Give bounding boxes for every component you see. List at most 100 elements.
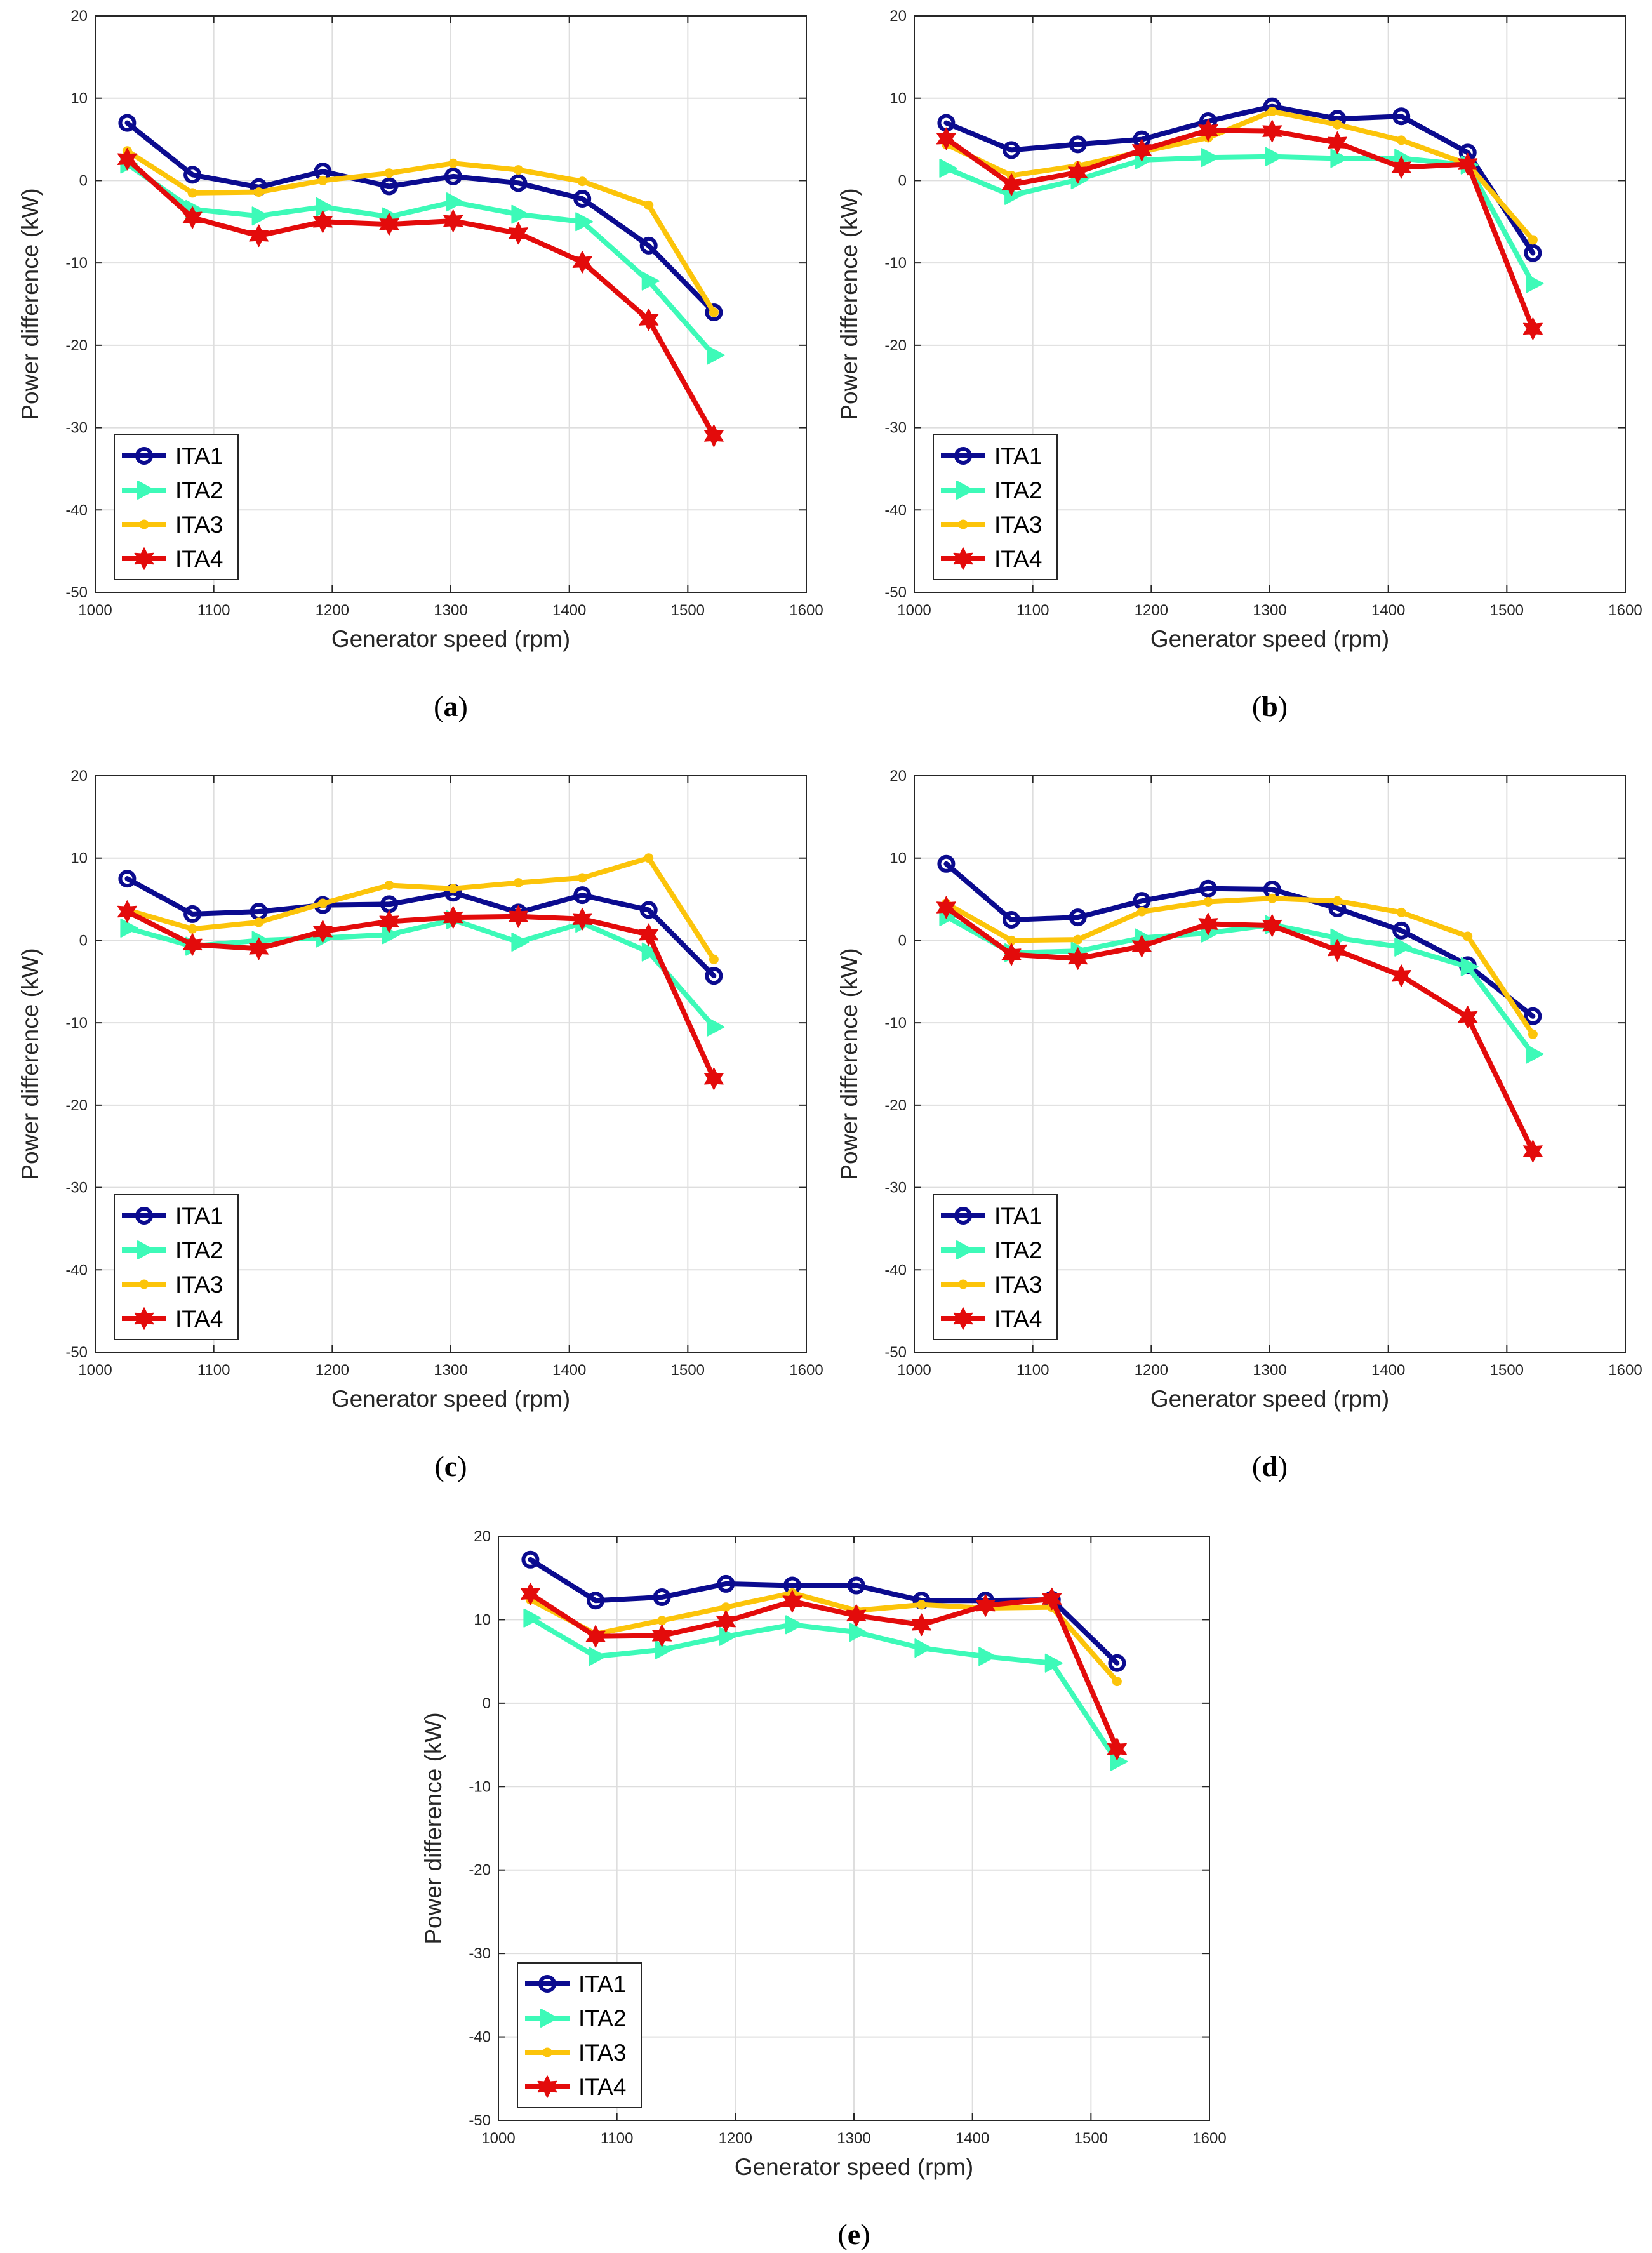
legend-marker	[956, 1240, 974, 1259]
data-point	[380, 177, 398, 196]
series-line	[124, 161, 717, 358]
x-tick-label: 1500	[1490, 1362, 1524, 1379]
data-point	[511, 204, 530, 224]
y-tick-label: 20	[889, 8, 907, 25]
y-tick-label: -40	[65, 502, 88, 519]
data-point	[183, 166, 202, 184]
data-point	[1262, 119, 1282, 143]
legend-item-ita4: ITA4	[941, 546, 1042, 572]
data-point	[707, 1017, 725, 1037]
data-point	[1110, 1751, 1128, 1771]
legend-label: ITA1	[175, 1203, 223, 1229]
data-point	[577, 176, 587, 187]
series-line	[943, 154, 1536, 286]
data-point	[117, 900, 137, 923]
data-point	[1392, 107, 1411, 126]
y-tick-label: -10	[65, 255, 88, 272]
data-point	[1267, 106, 1277, 116]
data-point	[1068, 161, 1088, 184]
data-point	[1526, 274, 1544, 293]
data-point	[1391, 156, 1411, 179]
series-ita4	[520, 1582, 1127, 1760]
data-point	[254, 917, 264, 927]
legend-item-ita2: ITA2	[122, 477, 223, 503]
legend-label: ITA1	[578, 1971, 626, 1997]
data-point	[1528, 235, 1538, 245]
data-point	[1463, 931, 1473, 941]
series-line	[943, 905, 1536, 1154]
legend-label: ITA3	[175, 512, 223, 538]
series-line	[943, 103, 1536, 256]
legend-item-ita3: ITA3	[941, 1272, 1042, 1298]
legend-label: ITA4	[994, 1306, 1042, 1332]
data-point	[316, 197, 334, 216]
data-point	[1396, 907, 1406, 917]
caption-letter: d	[1262, 1450, 1278, 1482]
legend-label: ITA4	[175, 546, 223, 572]
legend-marker	[958, 1279, 968, 1289]
data-point	[1108, 1654, 1126, 1672]
x-axis-label: Generator speed (rpm)	[1150, 626, 1389, 652]
legend-marker	[953, 547, 973, 570]
x-tick-label: 1400	[956, 2130, 989, 2147]
data-point	[1003, 141, 1021, 159]
y-tick-label: 10	[889, 850, 907, 867]
data-point	[382, 925, 400, 945]
data-point	[1460, 957, 1479, 976]
x-axis-label: Generator speed (rpm)	[1150, 1386, 1389, 1412]
data-point	[705, 967, 723, 985]
series-ita4	[936, 896, 1543, 1163]
x-tick-label: 1600	[1192, 2130, 1226, 2147]
data-point	[916, 1600, 926, 1610]
x-tick-label: 1400	[552, 1362, 586, 1379]
x-tick-label: 1600	[789, 1362, 823, 1379]
legend-item-ita3: ITA3	[122, 512, 223, 538]
legend-box	[517, 1962, 642, 2108]
series-line	[528, 1615, 1120, 1764]
x-tick-label: 1200	[316, 1362, 349, 1379]
y-tick-label: -50	[469, 2112, 491, 2129]
series-line	[528, 1591, 1120, 1752]
caption-letter: b	[1262, 690, 1278, 722]
legend-label: ITA3	[994, 1272, 1042, 1298]
data-point	[523, 1608, 542, 1628]
legend-marker	[139, 1279, 149, 1289]
x-tick-label: 1600	[1608, 602, 1642, 619]
data-point	[639, 236, 658, 255]
data-point	[705, 303, 723, 321]
caption-close: )	[458, 690, 468, 722]
data-point	[572, 907, 592, 931]
series-line	[124, 876, 717, 979]
caption-letter: a	[444, 690, 458, 722]
data-point	[448, 884, 458, 894]
chart-panel-d: 1000 1100 1200 1300 1400 1500 1600 -50 -40 -30 -20…	[836, 768, 1642, 1482]
data-point	[1526, 1044, 1544, 1064]
data-point	[120, 918, 138, 938]
data-point	[1044, 1653, 1063, 1673]
legend: ITA1 ITA2 ITA3 ITA4	[933, 1194, 1058, 1340]
data-point	[703, 424, 724, 448]
y-tick-label: 10	[70, 850, 88, 867]
data-point	[641, 942, 660, 962]
legend-marker	[537, 2075, 557, 2098]
data-point	[1522, 1140, 1543, 1163]
x-tick-label: 1000	[481, 2130, 515, 2147]
data-point	[587, 1592, 605, 1610]
data-point	[639, 901, 658, 919]
y-tick-label: 20	[70, 768, 88, 785]
data-point	[1524, 244, 1542, 262]
x-tick-label: 1300	[1253, 602, 1286, 619]
x-tick-label: 1300	[434, 602, 467, 619]
data-point	[446, 192, 464, 212]
data-point	[644, 853, 654, 863]
data-point	[575, 212, 594, 232]
data-point	[849, 1623, 867, 1642]
data-point	[513, 165, 523, 175]
legend-item-ita4: ITA4	[122, 546, 223, 572]
data-point	[1131, 138, 1152, 162]
x-tick-label: 1100	[1016, 602, 1049, 619]
series-line	[124, 120, 717, 315]
data-point	[1524, 1007, 1542, 1025]
data-point	[508, 905, 528, 928]
